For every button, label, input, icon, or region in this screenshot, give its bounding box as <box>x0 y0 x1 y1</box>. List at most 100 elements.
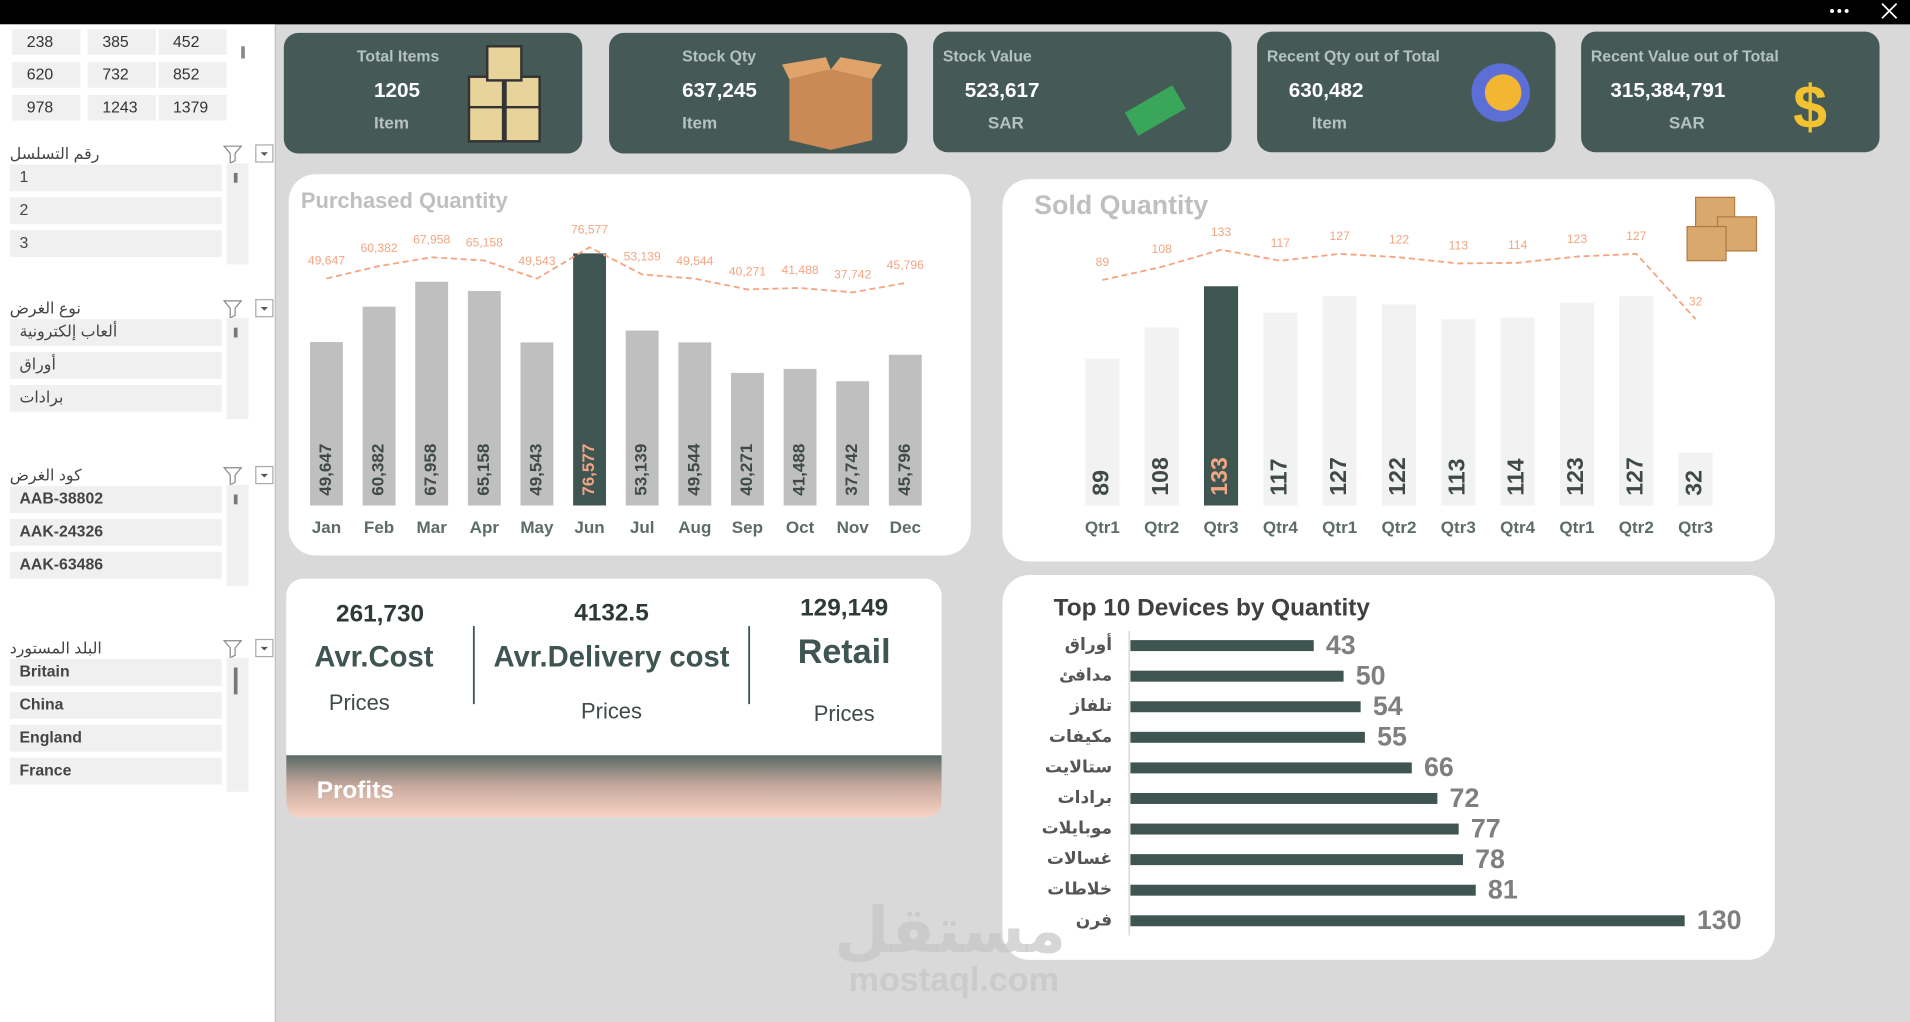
bar-value-label: 53,139 <box>632 444 651 496</box>
bar <box>1263 312 1298 506</box>
bar-value-label: 66 <box>1424 752 1454 782</box>
slicer-title: رقم التسلسل <box>10 146 100 164</box>
y-tick-label: تلفاز <box>1069 696 1112 715</box>
x-tick-label: Qtr3 <box>1204 518 1239 537</box>
icon-box <box>789 69 873 150</box>
kpi-value: 523,617 <box>965 79 1040 102</box>
slicer-item[interactable] <box>9 486 222 513</box>
kpi-value: 630,482 <box>1289 79 1364 102</box>
bar <box>362 306 396 506</box>
scrollbar-track <box>226 657 249 792</box>
bar-value-label: 113 <box>1443 458 1469 495</box>
slicer-item[interactable] <box>158 62 227 88</box>
slicer-item[interactable] <box>9 551 222 579</box>
filter-icon[interactable] <box>222 467 243 486</box>
chart-title: Top 10 Devices by Quantity <box>1054 594 1371 621</box>
x-tick-label: May <box>520 518 554 537</box>
bar-value-label: 108 <box>1147 457 1173 496</box>
slicer-item[interactable] <box>9 352 222 379</box>
slicer-item[interactable] <box>9 230 222 258</box>
icon-money <box>1124 85 1186 136</box>
bar <box>1130 823 1459 835</box>
x-tick-label: Qtr1 <box>1559 518 1594 537</box>
price-label: Avr.Cost <box>314 642 433 674</box>
slicer-item[interactable] <box>12 95 81 121</box>
x-tick-label: Dec <box>890 518 921 537</box>
bar-value-label: 67,958 <box>421 444 440 496</box>
menu-dots[interactable] <box>1830 9 1849 13</box>
icon-box <box>1686 225 1727 262</box>
slicer-item[interactable] <box>9 164 222 192</box>
bar-value-label: 49,647 <box>316 444 335 496</box>
slicer-title: كود الغرض <box>10 467 82 485</box>
bar <box>1144 327 1179 506</box>
kpi-title: Stock Qty <box>682 48 756 65</box>
slicer-item[interactable] <box>9 384 222 412</box>
slicer-item-label: France <box>19 762 71 779</box>
close-button[interactable] <box>1881 3 1898 19</box>
bar-value-label: 49,544 <box>684 443 703 496</box>
bar <box>625 330 659 506</box>
slicer-item[interactable] <box>87 62 156 88</box>
slicer-item[interactable] <box>9 691 222 719</box>
slicer-item[interactable] <box>9 197 222 225</box>
x-tick-label: Qtr1 <box>1322 518 1357 537</box>
line-value-label: 53,139 <box>624 250 661 264</box>
line-value-label: 113 <box>1449 239 1469 253</box>
slicer-item[interactable] <box>9 659 222 686</box>
bar <box>1559 302 1595 506</box>
bar <box>310 342 343 506</box>
bar-value-label: 130 <box>1697 905 1742 935</box>
bar <box>783 368 817 506</box>
bar-value-label: 89 <box>1088 470 1114 496</box>
slicer-item[interactable] <box>158 29 227 55</box>
slicer-item[interactable] <box>9 724 222 752</box>
filter-icon[interactable] <box>222 300 243 319</box>
bar-value-label: 122 <box>1384 457 1410 496</box>
slicer-item[interactable] <box>9 518 222 546</box>
bar-value-label: 65,158 <box>474 444 493 496</box>
slicer-item[interactable] <box>87 95 156 121</box>
line-value-label: 123 <box>1567 232 1588 246</box>
y-tick-label: موبايلات <box>1042 819 1113 839</box>
line-value-label: 114 <box>1508 238 1528 252</box>
slicer-item[interactable] <box>9 757 222 785</box>
x-tick-label: Feb <box>364 518 394 537</box>
bar-value-label: 127 <box>1325 457 1351 496</box>
slicer-item[interactable] <box>12 29 81 55</box>
price-label: Avr.Delivery cost <box>493 642 729 674</box>
slicer-item-label: AAB-38802 <box>19 491 103 508</box>
y-tick-label: ستالايت <box>1045 757 1112 776</box>
scrollbar <box>241 46 245 59</box>
x-tick-label: Jul <box>630 518 655 537</box>
icon-box <box>467 75 505 113</box>
filter-icon[interactable] <box>222 145 243 165</box>
slicer-item[interactable] <box>12 62 81 88</box>
bar-value-label: 72 <box>1450 783 1480 813</box>
price-value: 261,730 <box>336 601 424 628</box>
slicer-item-label: برادات <box>19 390 63 408</box>
bar <box>520 342 554 506</box>
slicer-item[interactable] <box>87 29 156 55</box>
slicer-item-label: 978 <box>27 100 54 117</box>
slicer-item[interactable] <box>158 95 227 121</box>
line-value-label: 117 <box>1271 236 1291 250</box>
line-value-label: 76,577 <box>571 222 608 236</box>
price-sub: Prices <box>329 690 390 715</box>
bar <box>1130 854 1463 866</box>
kpi-value: 315,384,791 <box>1610 79 1725 102</box>
bar <box>415 281 449 506</box>
x-tick-label: Apr <box>470 518 500 537</box>
slicer-item-label: England <box>19 729 81 746</box>
line <box>1102 248 1697 320</box>
slicer-item-label: 1243 <box>102 100 137 117</box>
bar-value-label: 54 <box>1373 691 1403 721</box>
slicer-item[interactable] <box>9 319 222 346</box>
bar <box>1381 304 1417 506</box>
x-tick-label: Qtr2 <box>1144 518 1179 537</box>
kpi-title: Stock Value <box>943 48 1032 65</box>
line-value-label: 133 <box>1211 225 1232 239</box>
y-tick-label: أوراق <box>1065 633 1112 655</box>
filter-icon[interactable] <box>222 640 243 659</box>
